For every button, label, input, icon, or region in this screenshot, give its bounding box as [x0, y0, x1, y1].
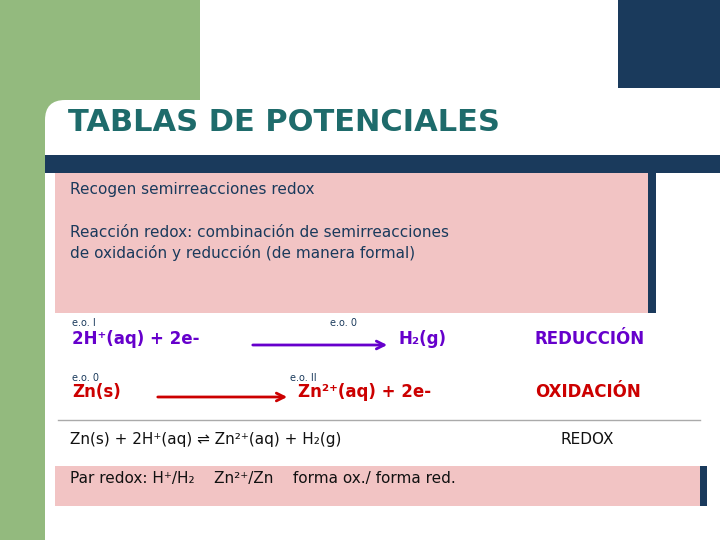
Text: e.o. 0: e.o. 0 [72, 373, 99, 383]
Text: Zn²⁺(aq) + 2e-: Zn²⁺(aq) + 2e- [298, 383, 431, 401]
Bar [618, 0, 720, 88]
Text: e.o. II: e.o. II [290, 373, 317, 383]
Text: de oxidación y reducción (de manera formal): de oxidación y reducción (de manera form… [70, 245, 415, 261]
Text: OXIDACIÓN: OXIDACIÓN [535, 383, 641, 401]
Bar [648, 173, 656, 313]
Text: Recogen semirreacciones redox: Recogen semirreacciones redox [70, 182, 315, 197]
FancyBboxPatch shape [45, 100, 720, 540]
Text: TABLAS DE POTENCIALES: TABLAS DE POTENCIALES [68, 108, 500, 137]
Text: Zn(s): Zn(s) [72, 383, 121, 401]
Bar [700, 466, 707, 506]
Bar [0, 0, 200, 170]
Bar [55, 173, 650, 313]
Text: 2H⁺(aq) + 2e-: 2H⁺(aq) + 2e- [72, 330, 199, 348]
Text: Reacción redox: combinación de semirreacciones: Reacción redox: combinación de semirreac… [70, 225, 449, 240]
Text: REDOX: REDOX [560, 432, 613, 447]
Text: e.o. 0: e.o. 0 [330, 318, 357, 328]
Text: H₂(g): H₂(g) [398, 330, 446, 348]
Bar [0, 170, 45, 540]
Text: e.o. I: e.o. I [72, 318, 96, 328]
Text: Par redox: H⁺/H₂    Zn²⁺/Zn    forma ox./ forma red.: Par redox: H⁺/H₂ Zn²⁺/Zn forma ox./ form… [70, 471, 456, 486]
Text: REDUCCIÓN: REDUCCIÓN [535, 330, 645, 348]
Bar [55, 466, 703, 506]
Bar [45, 155, 720, 173]
Text: Zn(s) + 2H⁺(aq) ⇌ Zn²⁺(aq) + H₂(g): Zn(s) + 2H⁺(aq) ⇌ Zn²⁺(aq) + H₂(g) [70, 432, 341, 447]
